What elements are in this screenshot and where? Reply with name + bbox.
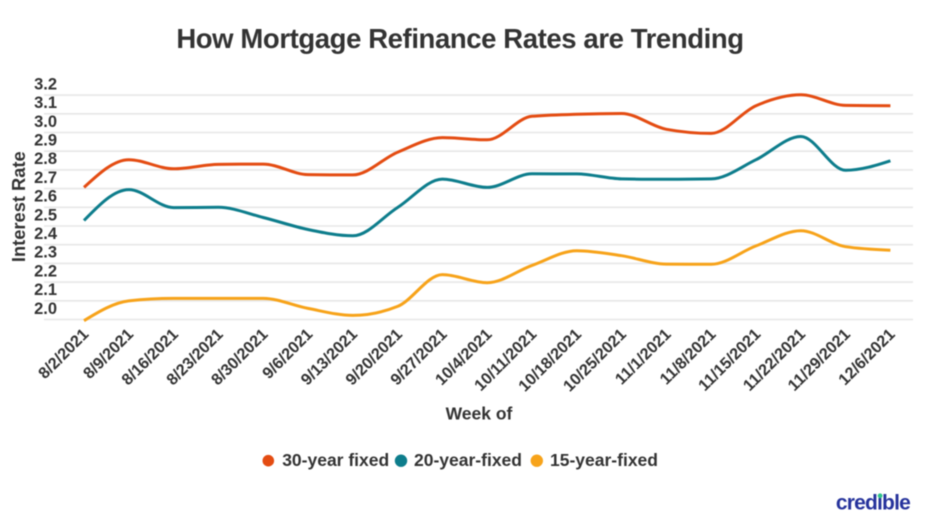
svg-text:2.3: 2.3	[34, 244, 57, 262]
svg-text:How Mortgage Refinance Rates a: How Mortgage Refinance Rates are Trendin…	[176, 23, 743, 54]
svg-text:2.7: 2.7	[34, 169, 57, 187]
svg-text:30-year fixed: 30-year fixed	[282, 450, 389, 470]
svg-text:2.8: 2.8	[34, 150, 57, 168]
svg-text:20-year-fixed: 20-year-fixed	[414, 450, 522, 470]
svg-text:2.9: 2.9	[34, 132, 57, 150]
svg-text:credıble: credıble	[836, 492, 910, 515]
svg-text:2.0: 2.0	[34, 300, 57, 318]
svg-text:Interest Rate: Interest Rate	[8, 151, 29, 262]
svg-text:2.1: 2.1	[34, 281, 57, 299]
svg-text:3.1: 3.1	[34, 94, 57, 112]
svg-text:15-year-fixed: 15-year-fixed	[550, 450, 658, 470]
svg-text:2.5: 2.5	[34, 206, 57, 224]
svg-text:Week of: Week of	[446, 404, 513, 424]
svg-text:3.0: 3.0	[34, 113, 57, 131]
svg-text:3.2: 3.2	[34, 75, 57, 93]
svg-text:2.2: 2.2	[34, 262, 57, 280]
svg-text:2.4: 2.4	[34, 225, 58, 243]
svg-text:2.6: 2.6	[34, 188, 57, 206]
